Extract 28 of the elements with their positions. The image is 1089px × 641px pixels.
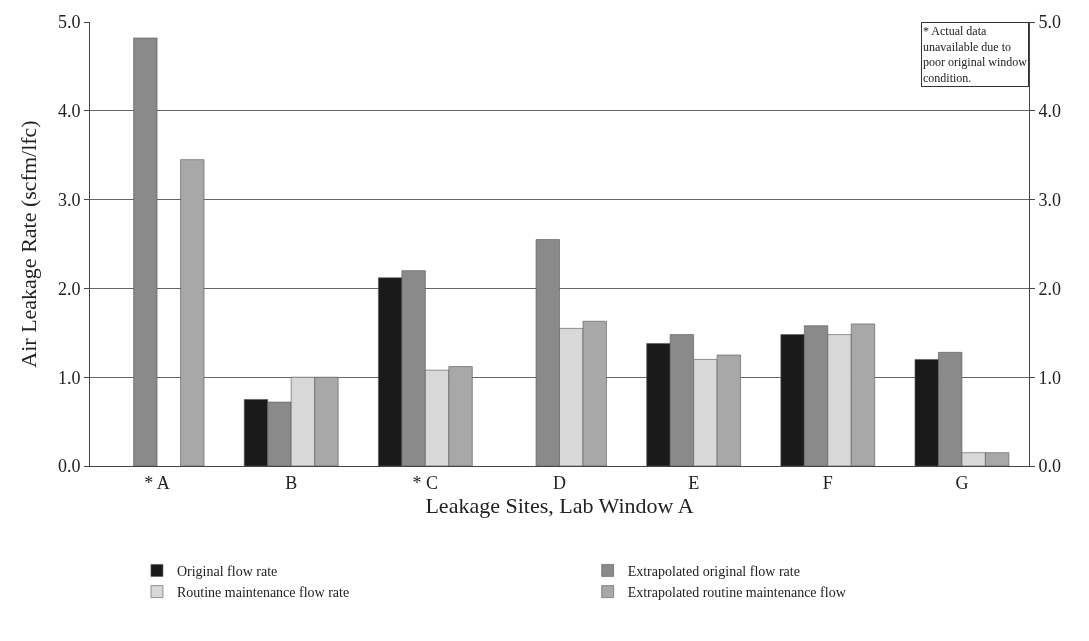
- annotation: * Actual data unavailable due to poor original window condition.: [923, 24, 1028, 85]
- x-tick-label: G: [955, 472, 969, 493]
- y-tick-label: 0.0: [57, 456, 81, 477]
- y-tick-label: 5.0: [57, 12, 81, 33]
- y2-tick-label: 4.0: [1038, 101, 1062, 122]
- x-tick-label: D: [553, 472, 566, 493]
- y2-tick-label: 5.0: [1038, 12, 1062, 33]
- y-tick-label: 3.0: [57, 189, 81, 210]
- x-tick-label: F: [822, 472, 833, 493]
- legend-label: Routine maintenance flow rate: [176, 585, 350, 601]
- y-tick-label: 4.0: [57, 101, 81, 122]
- legend-label: Original flow rate: [176, 563, 278, 579]
- x-tick-label: E: [688, 472, 700, 493]
- y-tick-label: 2.0: [57, 278, 81, 299]
- x-tick-label: B: [285, 472, 298, 493]
- y2-tick-label: 1.0: [1038, 367, 1062, 388]
- y-axis-title: Air Leakage Rate (scfm/lfc): [15, 120, 41, 368]
- x-tick-label: * C: [412, 472, 439, 493]
- x-tick-label: * A: [144, 472, 170, 493]
- y2-tick-label: 0.0: [1038, 456, 1062, 477]
- bar: [180, 159, 205, 466]
- bar: [133, 37, 158, 466]
- y-tick-label: 1.0: [57, 367, 81, 388]
- legend-label: Extrapolated original flow rate: [627, 563, 800, 579]
- y2-tick-label: 2.0: [1038, 278, 1062, 299]
- y2-tick-label: 3.0: [1038, 189, 1062, 210]
- x-axis-title: Leakage Sites, Lab Window A: [425, 492, 694, 518]
- legend-label: Extrapolated routine maintenance flow: [627, 585, 847, 601]
